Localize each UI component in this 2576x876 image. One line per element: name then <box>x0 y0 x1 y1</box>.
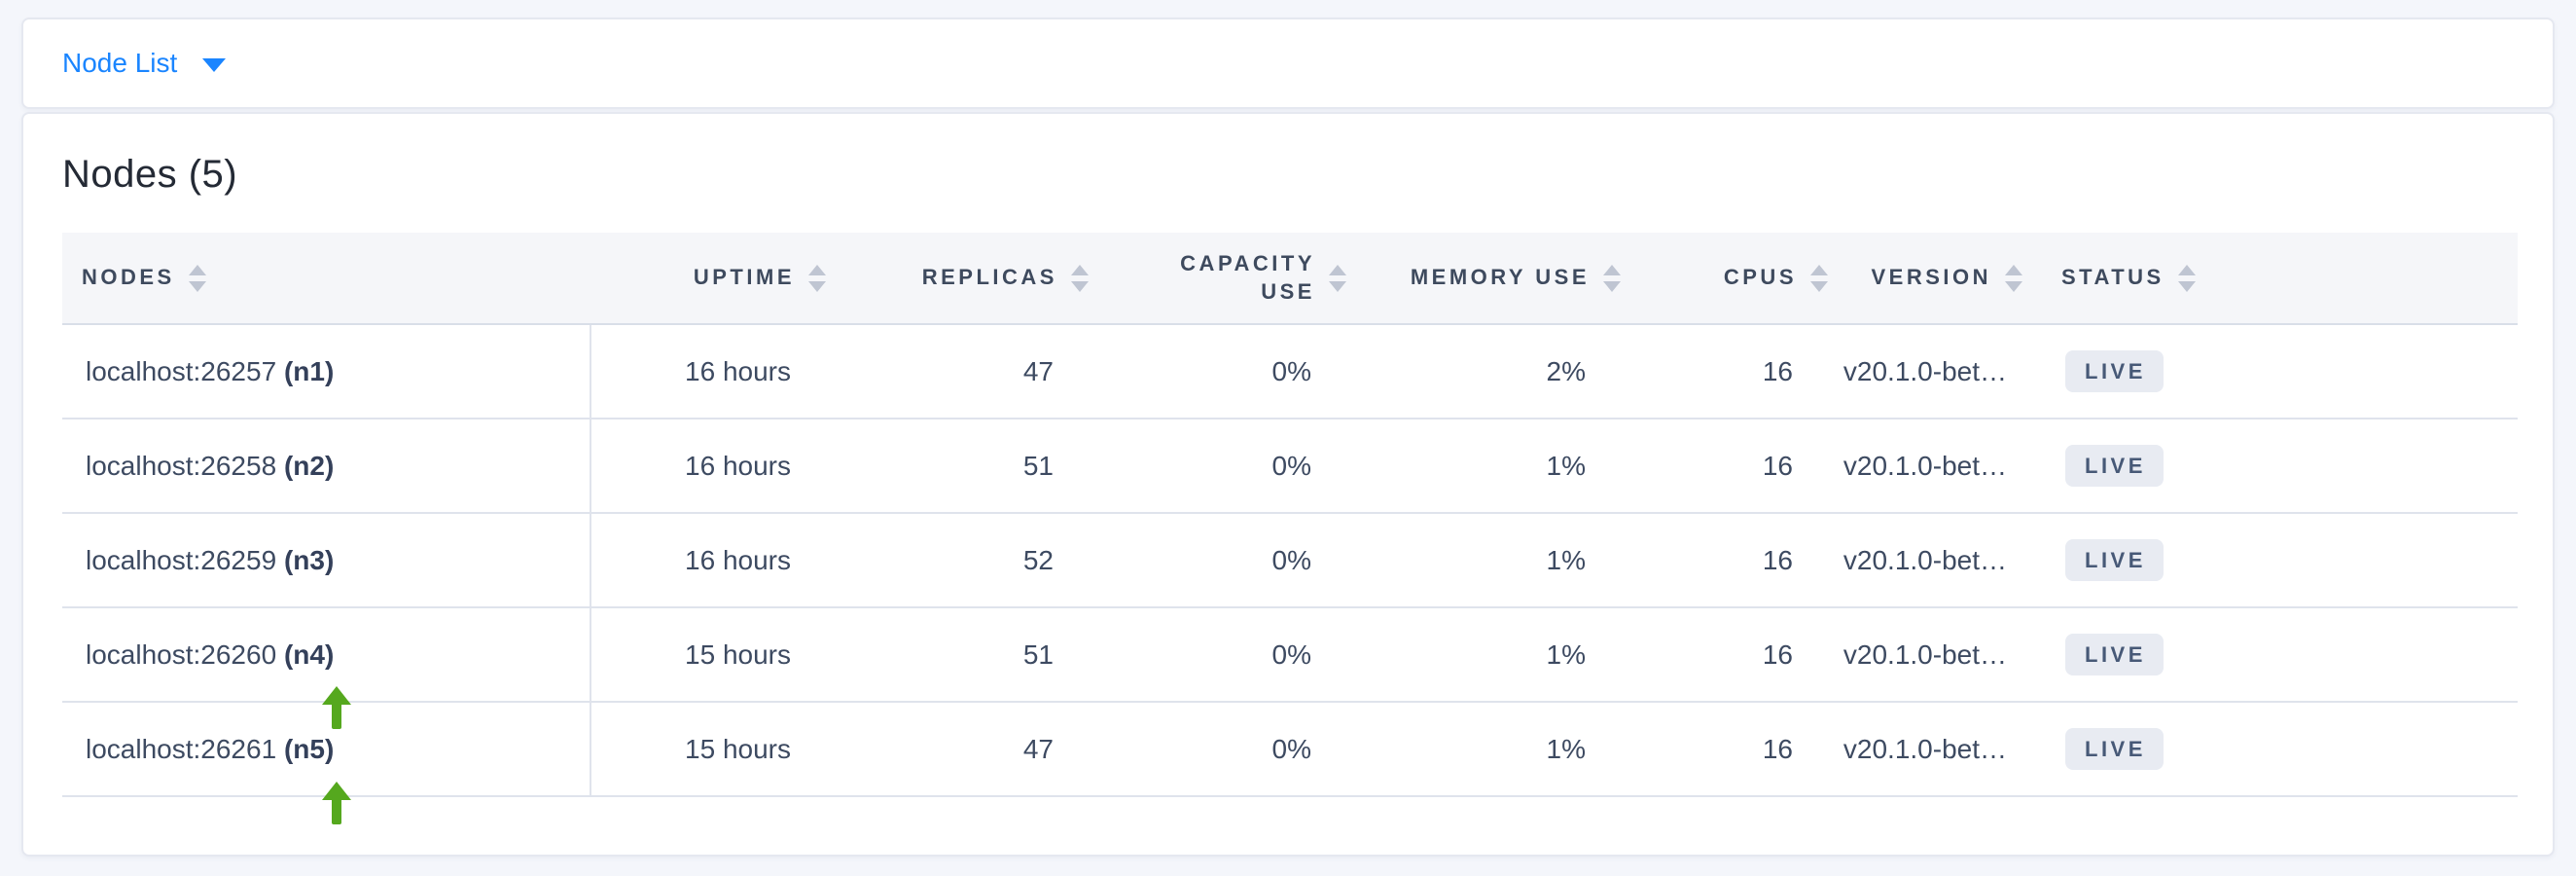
node-address-cell: localhost:26259 (n3) <box>62 513 591 608</box>
nodes-table: NODES UPTIME REPLICAS <box>62 233 2518 797</box>
uptime-cell: 16 hours <box>590 324 834 420</box>
table-row: localhost:26259 (n3) 16 hours 52 0% 1% 1… <box>62 513 2518 608</box>
sort-icon <box>2177 264 2196 292</box>
node-address-cell: localhost:26258 (n2) <box>62 419 591 514</box>
replicas-cell: 51 <box>834 607 1096 703</box>
view-selector-bar: Node List <box>21 18 2555 109</box>
cpus-cell: 16 <box>1628 324 1836 420</box>
table-row: localhost:26258 (n2) 16 hours 51 0% 1% 1… <box>62 419 2518 514</box>
table-row: localhost:26257 (n1) 16 hours 47 0% 2% 1… <box>62 324 2518 420</box>
column-header-capacity-use[interactable]: CAPACITY USE <box>1096 233 1354 325</box>
uptime-cell: 16 hours <box>590 513 834 608</box>
table-row: localhost:26260 (n4) 15 hours 51 0% 1% 1… <box>62 607 2518 703</box>
node-address-cell: localhost:26261 (n5) <box>62 702 591 797</box>
status-badge: LIVE <box>2065 350 2164 392</box>
column-header-nodes[interactable]: NODES <box>62 233 590 325</box>
table-header-row: NODES UPTIME REPLICAS <box>62 233 2518 325</box>
page-title: Nodes (5) <box>62 153 238 196</box>
capacity-use-cell: 0% <box>1096 513 1354 608</box>
sort-icon <box>188 264 206 292</box>
status-cell: LIVE <box>2030 419 2518 514</box>
version-cell: v20.1.0-bet… <box>1836 324 2030 420</box>
sort-icon <box>2005 264 2022 292</box>
node-list-dropdown[interactable]: Node List <box>62 48 227 79</box>
capacity-use-cell: 0% <box>1096 324 1354 420</box>
version-cell: v20.1.0-bet… <box>1836 607 2030 703</box>
replicas-cell: 51 <box>834 419 1096 514</box>
node-address-cell: localhost:26260 (n4) <box>62 607 591 703</box>
node-list-dropdown-label: Node List <box>62 48 178 78</box>
column-header-uptime[interactable]: UPTIME <box>590 233 834 325</box>
uptime-cell: 16 hours <box>590 419 834 514</box>
node-id: (n1) <box>283 355 335 386</box>
cpus-cell: 16 <box>1628 607 1836 703</box>
status-badge: LIVE <box>2065 634 2164 675</box>
sort-icon <box>1810 264 1828 292</box>
replicas-cell: 47 <box>834 702 1096 797</box>
replicas-cell: 52 <box>834 513 1096 608</box>
column-header-memory-use[interactable]: MEMORY USE <box>1354 233 1628 325</box>
cpus-cell: 16 <box>1628 513 1836 608</box>
version-cell: v20.1.0-bet… <box>1836 513 2030 608</box>
version-cell: v20.1.0-bet… <box>1836 419 2030 514</box>
column-header-replicas[interactable]: REPLICAS <box>834 233 1096 325</box>
capacity-use-cell: 0% <box>1096 419 1354 514</box>
nodes-card: Nodes (5) NODES UPTIME <box>21 112 2555 857</box>
status-cell: LIVE <box>2030 513 2518 608</box>
node-address-cell: localhost:26257 (n1) <box>62 324 591 420</box>
sort-icon <box>808 264 826 292</box>
sort-icon <box>1071 264 1089 292</box>
capacity-use-cell: 0% <box>1096 607 1354 703</box>
memory-use-cell: 1% <box>1354 419 1628 514</box>
status-cell: LIVE <box>2030 324 2518 420</box>
node-id: (n5) <box>283 733 335 764</box>
status-cell: LIVE <box>2030 702 2518 797</box>
cpus-cell: 16 <box>1628 419 1836 514</box>
status-badge: LIVE <box>2065 445 2164 487</box>
version-cell: v20.1.0-bet… <box>1836 702 2030 797</box>
memory-use-cell: 1% <box>1354 607 1628 703</box>
memory-use-cell: 1% <box>1354 513 1628 608</box>
column-header-cpus[interactable]: CPUS <box>1628 233 1836 325</box>
status-cell: LIVE <box>2030 607 2518 703</box>
memory-use-cell: 1% <box>1354 702 1628 797</box>
node-id: (n2) <box>283 450 335 481</box>
sort-icon <box>1329 264 1346 292</box>
sort-icon <box>1603 264 1621 292</box>
node-id: (n3) <box>283 544 335 575</box>
status-badge: LIVE <box>2065 539 2164 581</box>
memory-use-cell: 2% <box>1354 324 1628 420</box>
node-id: (n4) <box>283 639 335 670</box>
uptime-cell: 15 hours <box>590 607 834 703</box>
capacity-use-cell: 0% <box>1096 702 1354 797</box>
chevron-down-icon <box>202 58 227 72</box>
status-badge: LIVE <box>2065 728 2164 770</box>
replicas-cell: 47 <box>834 324 1096 420</box>
uptime-cell: 15 hours <box>590 702 834 797</box>
column-header-status[interactable]: STATUS <box>2030 233 2518 325</box>
cpus-cell: 16 <box>1628 702 1836 797</box>
table-row: localhost:26261 (n5) 15 hours 47 0% 1% 1… <box>62 702 2518 797</box>
column-header-version[interactable]: VERSION <box>1836 233 2030 325</box>
